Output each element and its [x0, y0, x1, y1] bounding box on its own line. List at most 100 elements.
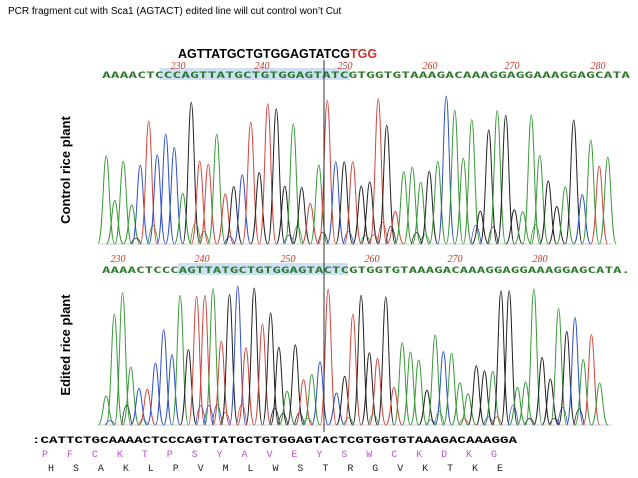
edited-label: Edited rice plant [58, 294, 73, 396]
trace-peak [360, 352, 379, 426]
position: 230 [171, 61, 186, 72]
trace-peak [335, 375, 354, 426]
trace-peak [190, 160, 209, 245]
trace-peak [418, 389, 436, 426]
trace-peak [533, 357, 551, 426]
trace-peak [105, 199, 124, 245]
trace-peak [386, 210, 405, 245]
trace-peak [454, 157, 473, 245]
edited-sequence: AAAACTCCCAGTTATGCTGTGGAGTACTCGTGGTGTAAAG… [102, 266, 630, 276]
trace-peak [484, 370, 502, 426]
trace-peak [411, 181, 430, 245]
trace-peak [139, 120, 158, 245]
trace-peak [352, 185, 371, 245]
trace-peak [459, 393, 477, 426]
trace-peak [564, 119, 583, 245]
trace-peak [311, 361, 329, 426]
trace-peak [204, 288, 222, 426]
trace-noise [524, 418, 536, 426]
trace-peak [558, 330, 576, 426]
trace-peak [220, 294, 239, 426]
trace-noise [507, 404, 519, 426]
trace-peak [434, 351, 453, 426]
trace-peak [539, 180, 558, 245]
trace-peak [182, 101, 201, 245]
trace-peak [492, 290, 510, 426]
trace-peak [179, 349, 198, 426]
trace-noise [368, 234, 380, 245]
pam: TGG [350, 47, 377, 61]
trace-peak [393, 342, 411, 426]
trace-peak [267, 108, 286, 245]
trace-peak [97, 155, 116, 245]
trace-peak [385, 386, 403, 426]
trace-peak [258, 103, 277, 245]
trace-peak [318, 99, 337, 245]
trace-noise [211, 404, 223, 426]
trace-peak [294, 379, 313, 426]
trace-peak [130, 387, 148, 426]
chromatograms [97, 95, 617, 426]
trace-peak [479, 129, 498, 245]
trace-noise [147, 225, 159, 245]
position: 230 [111, 254, 126, 265]
trace-noise [458, 418, 470, 426]
trace-peak [590, 382, 609, 426]
trace-peak [301, 202, 320, 245]
trace-peak [212, 340, 230, 426]
trace-peak [344, 313, 362, 426]
trace-peak [229, 285, 247, 426]
trace-peak [122, 366, 140, 426]
trace-peak [114, 160, 133, 245]
trace-peak [173, 192, 192, 245]
trace-noise [573, 408, 585, 426]
control-sequence: AAAACTCCCAGTTATGCTGTGGAGTATCGTGGTGTAAAGA… [102, 71, 631, 81]
trace-peak [513, 211, 532, 245]
trace-peak [377, 296, 395, 426]
trace-peak [326, 161, 345, 245]
trace-peak [335, 161, 354, 245]
trace-noise [343, 231, 354, 245]
trace-noise [283, 234, 295, 245]
trace-peak [105, 313, 124, 426]
position: 270 [505, 61, 520, 72]
trace-peak [377, 124, 396, 245]
trace-peak [445, 109, 464, 245]
frame2: H S A K L P V M L W S T R G V K T K E [48, 464, 503, 475]
trace-peak [590, 165, 609, 245]
trace-peak [471, 210, 490, 245]
trace-peak [224, 185, 243, 245]
trace-peak [292, 187, 311, 245]
trace-peak [216, 193, 235, 245]
trace-noise [368, 413, 379, 426]
trace-noise [470, 224, 482, 245]
trace-peak [146, 362, 165, 426]
trace-peak [250, 171, 269, 245]
trace-peak [245, 287, 263, 426]
position: 250 [338, 61, 353, 72]
trace-peak [516, 381, 535, 426]
trace-peak [343, 161, 362, 245]
translation-sequence: :CATTCTGCAAAACTCCCAGTTATGCTGTGGAGTACTCGT… [32, 436, 517, 447]
trace-peak [508, 386, 527, 426]
trace-peak [573, 194, 592, 245]
trace-peak [368, 357, 387, 426]
trace-peak [261, 312, 280, 426]
trace-peak [581, 139, 600, 245]
position: 240 [255, 61, 270, 72]
trace-noise [419, 234, 431, 245]
trace-noise [137, 419, 149, 426]
trace-peak [598, 156, 617, 245]
trace-peak [574, 359, 592, 426]
trace-noise [224, 236, 235, 245]
trace-peak [428, 161, 447, 245]
trace-peak [138, 388, 156, 426]
trace-peak [426, 334, 444, 426]
title: PCR fragment cut with Sca1 (AGTACT) edit… [8, 6, 341, 17]
trace-peak [131, 164, 150, 245]
position: 260 [365, 254, 380, 265]
trace-peak [556, 186, 575, 245]
trace-noise [236, 403, 248, 426]
trace-peak [360, 181, 379, 245]
